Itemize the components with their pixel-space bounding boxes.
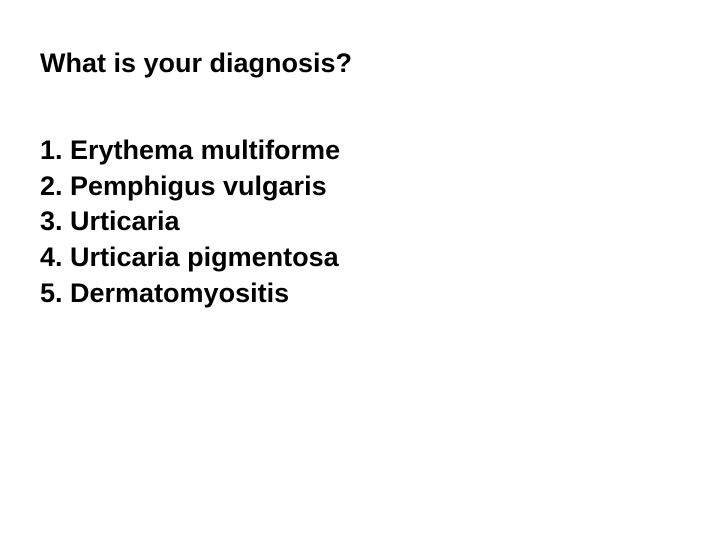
- options-list: 1. Erythema multiforme 2. Pemphigus vulg…: [40, 133, 680, 311]
- option-item: 4. Urticaria pigmentosa: [40, 240, 680, 276]
- option-item: 3. Urticaria: [40, 204, 680, 240]
- option-item: 1. Erythema multiforme: [40, 133, 680, 169]
- question-title: What is your diagnosis?: [40, 48, 680, 79]
- option-item: 2. Pemphigus vulgaris: [40, 169, 680, 205]
- option-item: 5. Dermatomyositis: [40, 276, 680, 312]
